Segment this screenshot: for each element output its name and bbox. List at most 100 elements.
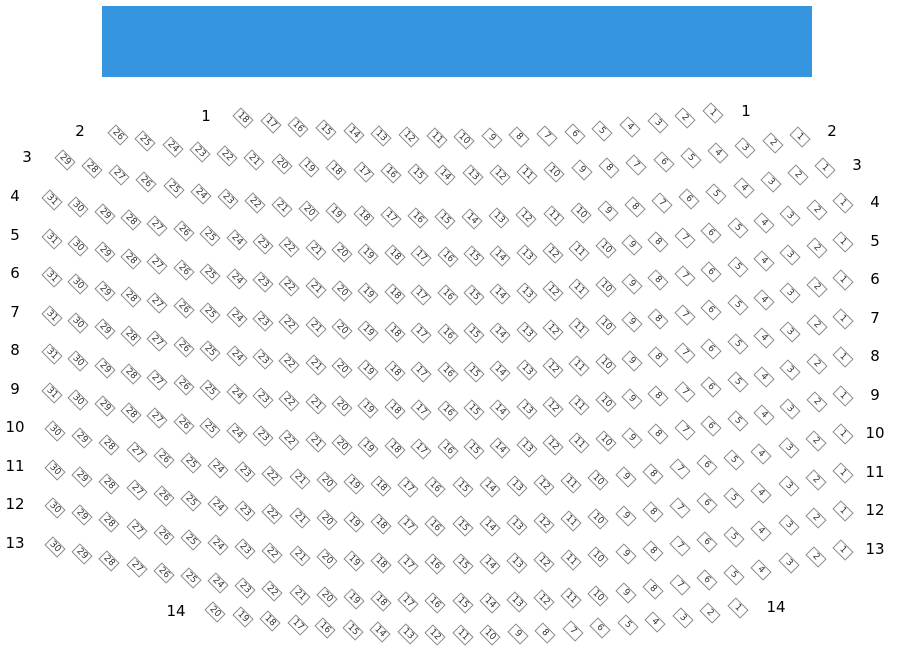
seat[interactable]: 11 (568, 355, 590, 377)
seat[interactable]: 24 (207, 495, 229, 517)
seat[interactable]: 8 (534, 622, 556, 644)
seat[interactable]: 18 (384, 244, 406, 266)
seat[interactable]: 20 (316, 471, 338, 493)
seat[interactable]: 17 (410, 399, 432, 421)
seat[interactable]: 12 (515, 206, 538, 228)
seat[interactable]: 10 (587, 508, 610, 530)
seat[interactable]: 4 (619, 116, 641, 138)
seat[interactable]: 8 (642, 501, 664, 523)
seat[interactable]: 2 (806, 314, 828, 337)
seat[interactable]: 5 (723, 526, 745, 548)
seat[interactable]: 6 (700, 414, 722, 437)
seat[interactable]: 21 (288, 583, 311, 606)
seat[interactable]: 20 (331, 280, 353, 302)
seat[interactable]: 1 (832, 269, 854, 291)
seat[interactable]: 10 (595, 391, 617, 413)
seat[interactable]: 6 (700, 260, 722, 283)
seat[interactable]: 31 (41, 266, 63, 288)
seat[interactable]: 3 (647, 112, 669, 134)
seat[interactable]: 16 (424, 553, 447, 575)
seat[interactable]: 28 (81, 157, 103, 179)
seat[interactable]: 18 (384, 437, 406, 459)
seat[interactable]: 30 (67, 273, 89, 295)
seat[interactable]: 27 (125, 556, 148, 578)
seat[interactable]: 14 (489, 283, 511, 305)
seat[interactable]: 4 (750, 443, 773, 465)
seat[interactable]: 9 (481, 127, 503, 149)
seat[interactable]: 15 (463, 399, 485, 421)
seat[interactable]: 3 (779, 205, 801, 228)
seat[interactable]: 20 (316, 548, 338, 570)
seat[interactable]: 24 (225, 267, 248, 290)
seat[interactable]: 2 (806, 237, 828, 260)
seat[interactable]: 4 (753, 288, 775, 311)
seat[interactable]: 29 (94, 357, 116, 379)
seat[interactable]: 13 (506, 591, 528, 613)
seat[interactable]: 8 (642, 578, 664, 600)
seat[interactable]: 4 (753, 365, 775, 388)
seat[interactable]: 25 (199, 302, 221, 324)
seat[interactable]: 20 (204, 601, 226, 623)
seat[interactable]: 26 (107, 124, 129, 146)
seat[interactable]: 15 (463, 284, 485, 306)
seat[interactable]: 16 (287, 116, 309, 138)
seat[interactable]: 30 (67, 196, 89, 218)
seat[interactable]: 5 (726, 294, 749, 316)
seat[interactable]: 28 (120, 363, 142, 385)
seat[interactable]: 27 (108, 164, 130, 186)
seat[interactable]: 9 (571, 159, 593, 181)
seat[interactable]: 12 (542, 280, 564, 303)
seat[interactable]: 21 (305, 431, 327, 453)
seat[interactable]: 28 (120, 209, 142, 231)
seat[interactable]: 10 (587, 469, 610, 491)
seat[interactable]: 21 (305, 316, 327, 338)
seat[interactable]: 13 (515, 243, 538, 266)
seat[interactable]: 19 (325, 202, 348, 224)
seat[interactable]: 11 (568, 394, 590, 416)
seat[interactable]: 22 (244, 192, 266, 214)
seat[interactable]: 2 (674, 107, 696, 129)
seat[interactable]: 2 (805, 546, 827, 568)
seat[interactable]: 14 (342, 122, 365, 144)
seat[interactable]: 5 (723, 564, 745, 586)
seat[interactable]: 12 (398, 126, 420, 148)
seat[interactable]: 20 (331, 357, 353, 379)
seat[interactable]: 27 (146, 330, 169, 352)
seat[interactable]: 1 (789, 126, 811, 148)
seat[interactable]: 3 (760, 171, 782, 193)
seat[interactable]: 24 (225, 421, 248, 444)
seat[interactable]: 29 (94, 203, 116, 225)
seat[interactable]: 22 (261, 542, 283, 564)
seat[interactable]: 19 (343, 473, 365, 495)
seat[interactable]: 14 (479, 476, 501, 498)
seat[interactable]: 17 (397, 553, 419, 575)
seat[interactable]: 1 (832, 384, 854, 407)
seat[interactable]: 25 (180, 529, 202, 551)
seat[interactable]: 6 (700, 376, 722, 398)
seat[interactable]: 25 (199, 340, 221, 362)
seat[interactable]: 18 (370, 551, 392, 574)
seat[interactable]: 6 (589, 617, 611, 640)
seat[interactable]: 3 (778, 552, 800, 575)
seat[interactable]: 18 (384, 360, 406, 382)
seat[interactable]: 31 (41, 343, 63, 365)
seat[interactable]: 13 (506, 514, 528, 536)
seat[interactable]: 1 (832, 192, 854, 214)
seat[interactable]: 20 (331, 241, 353, 263)
seat[interactable]: 10 (587, 585, 610, 607)
seat[interactable]: 23 (234, 499, 256, 522)
seat[interactable]: 10 (453, 127, 475, 150)
seat[interactable]: 30 (44, 458, 66, 481)
seat[interactable]: 26 (173, 335, 195, 358)
seat[interactable]: 15 (451, 476, 474, 499)
seat[interactable]: 3 (734, 137, 757, 159)
seat[interactable]: 7 (674, 303, 696, 326)
seat[interactable]: 15 (451, 553, 474, 576)
seat[interactable]: 18 (325, 158, 347, 181)
seat[interactable]: 7 (625, 154, 647, 176)
seat[interactable]: 23 (252, 425, 274, 447)
seat[interactable]: 23 (252, 233, 274, 255)
seat[interactable]: 1 (832, 346, 854, 368)
seat[interactable]: 2 (787, 164, 809, 186)
seat[interactable]: 15 (451, 592, 474, 614)
